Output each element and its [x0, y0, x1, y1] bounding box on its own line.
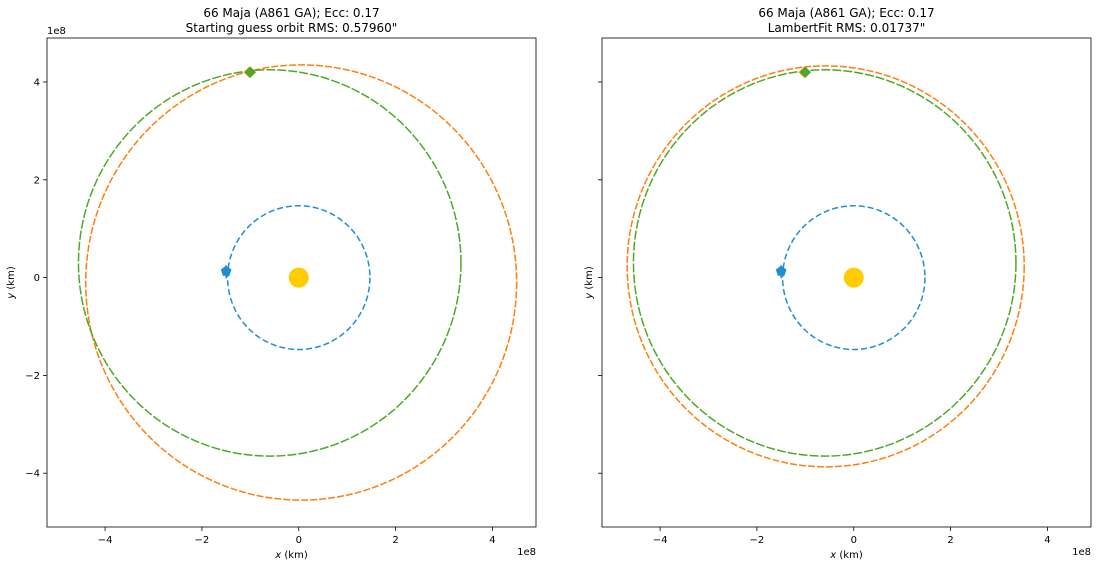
x-tick-label: −2 [195, 535, 210, 546]
y-tick-label: 4 [34, 78, 40, 89]
y-offset-label: 1e8 [47, 26, 66, 37]
chart-title-line-1: 66 Maja (A861 GA); Ecc: 0.17 [758, 6, 934, 20]
y-tick-label: −2 [25, 371, 40, 382]
orbit-earth [781, 204, 926, 351]
orbit-earth [226, 204, 371, 351]
plot-area [626, 65, 1025, 468]
x-tick-label: 2 [947, 535, 953, 546]
x-axis-label: x (km) [274, 550, 308, 561]
axes-frame [601, 37, 1092, 528]
y-axis-label: y (km) [584, 266, 595, 300]
position-marker-asteroid-true [799, 66, 812, 78]
x-tick-label: −2 [750, 535, 765, 546]
y-axis-label: y (km) [6, 266, 17, 300]
x-tick-label: 4 [1044, 535, 1050, 546]
y-tick-label: 0 [34, 273, 40, 284]
chart-title-line-1: 66 Maja (A861 GA); Ecc: 0.17 [203, 6, 379, 20]
x-tick-label: 0 [296, 535, 302, 546]
orbit-asteroid-fit [84, 64, 518, 501]
position-marker-asteroid-true [244, 66, 257, 78]
x-tick-label: 0 [851, 535, 857, 546]
x-tick-label: −4 [653, 535, 668, 546]
sun-marker [288, 267, 309, 288]
y-tick-label: 2 [34, 175, 40, 186]
orbit-asteroid-true [77, 69, 462, 457]
sun-marker [843, 267, 864, 288]
x-offset-label: 1e8 [1072, 547, 1091, 558]
y-tick-label: −4 [25, 469, 40, 480]
x-tick-label: −4 [98, 535, 113, 546]
orbit-asteroid-fit [626, 65, 1025, 468]
chart-title-line-2: LambertFit RMS: 0.01737" [768, 21, 926, 35]
chart-title-line-2: Starting guess orbit RMS: 0.57960" [186, 21, 398, 35]
orbit-asteroid-true [632, 69, 1017, 457]
x-axis-label: x (km) [829, 550, 863, 561]
plot-area [77, 64, 518, 501]
axes-frame [46, 37, 537, 528]
x-offset-label: 1e8 [517, 547, 536, 558]
x-tick-label: 2 [392, 535, 398, 546]
x-tick-label: 4 [489, 535, 495, 546]
